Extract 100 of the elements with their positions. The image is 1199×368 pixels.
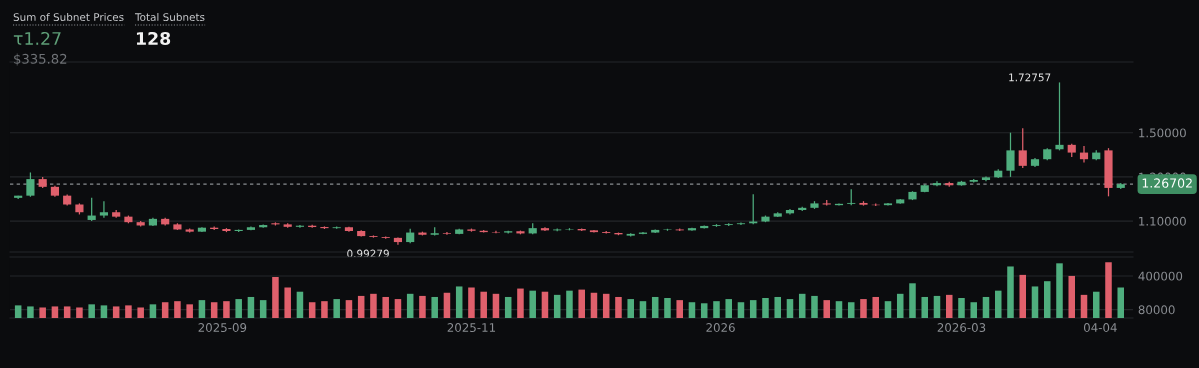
bar — [63, 306, 71, 318]
text: Sum of Subnet Prices — [13, 12, 124, 22]
bar — [419, 295, 426, 318]
bar — [762, 298, 769, 318]
bar — [1117, 287, 1125, 318]
bar — [921, 296, 928, 318]
bar — [811, 295, 818, 318]
bar — [198, 300, 206, 318]
bar — [223, 301, 230, 318]
candlestick — [1006, 132, 1015, 178]
bar — [786, 299, 794, 318]
bar — [247, 296, 255, 318]
bar — [468, 287, 475, 318]
bar — [100, 305, 108, 318]
y-tick-label: 1.10000 — [1139, 216, 1186, 226]
bar — [14, 305, 22, 318]
bar — [884, 301, 892, 318]
bar — [553, 294, 561, 318]
bar — [774, 296, 781, 318]
bar — [860, 299, 867, 318]
bar — [1031, 286, 1039, 318]
bar — [39, 307, 46, 318]
bar — [578, 289, 585, 318]
bar — [333, 299, 340, 318]
candlestick — [1018, 127, 1027, 169]
bar — [259, 300, 267, 318]
candlestick — [1055, 81, 1064, 151]
bar — [357, 295, 365, 318]
bar — [51, 306, 59, 318]
bar — [725, 299, 732, 318]
bar — [1105, 262, 1112, 318]
bar — [125, 305, 132, 318]
bar — [798, 293, 806, 318]
bar — [504, 296, 512, 318]
bar — [615, 296, 622, 318]
bar — [174, 301, 181, 318]
bar — [1068, 275, 1076, 318]
bar — [994, 290, 1002, 318]
bar — [676, 300, 683, 318]
ref-line-label: 1.26702 — [1142, 178, 1192, 188]
bar — [1080, 294, 1088, 318]
bar — [958, 298, 965, 318]
bar — [308, 302, 316, 318]
bar — [406, 293, 414, 318]
bar — [1092, 291, 1100, 318]
bar — [88, 304, 95, 318]
bar — [749, 300, 757, 318]
bar — [896, 293, 904, 318]
bar — [541, 291, 549, 318]
bar — [1043, 281, 1051, 318]
bar — [394, 299, 402, 318]
candlestick — [442, 231, 452, 236]
text: Total Subnets — [134, 12, 205, 22]
y-tick-label: 1.50000 — [1139, 128, 1186, 138]
bar — [137, 307, 144, 318]
bar — [970, 302, 978, 318]
bar — [455, 286, 463, 318]
x-tick-label: 2025-09 — [198, 323, 247, 332]
bar — [639, 301, 647, 318]
bar — [112, 306, 120, 318]
bar — [847, 302, 855, 318]
annotation: 0.99279 — [347, 249, 389, 258]
bar — [186, 304, 193, 318]
bar — [321, 301, 328, 318]
bar — [480, 291, 487, 318]
annotation: $335.82 — [14, 53, 67, 66]
candlestick — [26, 171, 35, 198]
bar — [713, 301, 720, 318]
bar — [945, 294, 953, 318]
bar — [566, 290, 573, 318]
bar — [823, 300, 830, 318]
bar — [492, 293, 500, 318]
bar — [149, 304, 157, 318]
bar — [517, 288, 524, 318]
candlestick — [736, 221, 746, 226]
x-tick-label: 2026-03 — [937, 323, 986, 332]
bar — [382, 296, 389, 318]
bar — [1019, 274, 1027, 318]
bar — [835, 301, 843, 318]
bar — [161, 302, 169, 318]
x-tick-label: 2025-11 — [447, 323, 496, 332]
annotation: 1.72757 — [1009, 73, 1051, 82]
bar — [1007, 266, 1014, 318]
bar — [933, 295, 941, 318]
bar — [1056, 263, 1063, 318]
bar — [627, 299, 634, 318]
bar — [370, 293, 377, 318]
bar — [76, 307, 83, 318]
bar — [737, 302, 745, 318]
text: τ1.27 — [13, 31, 61, 45]
bar — [345, 300, 353, 318]
bar — [235, 299, 242, 318]
y-tick-label: 400000 — [1138, 271, 1183, 281]
text: 128 — [136, 31, 171, 46]
candlestick — [99, 200, 109, 219]
bar — [590, 292, 598, 318]
bar — [27, 306, 34, 318]
bar — [431, 296, 438, 318]
y-tick-label: 80000 — [1138, 305, 1175, 315]
bar — [700, 303, 708, 318]
